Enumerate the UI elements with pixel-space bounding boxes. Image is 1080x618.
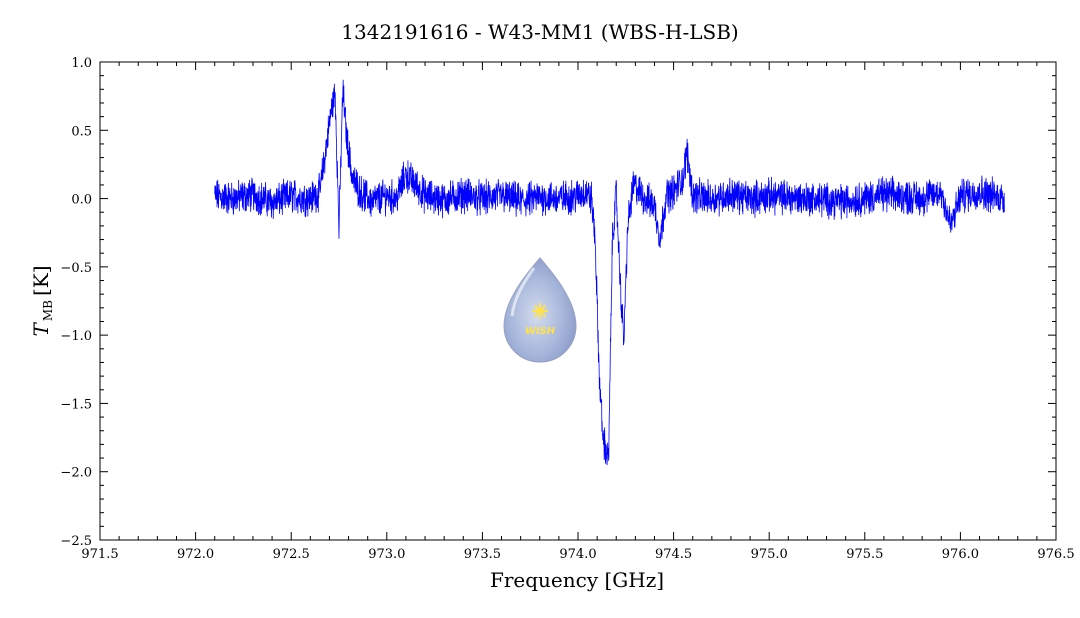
series-line xyxy=(214,79,1005,466)
y-tick-label: −0.5 xyxy=(60,261,92,276)
x-axis-label: Frequency [GHz] xyxy=(490,568,664,592)
x-tick-label: 972.5 xyxy=(273,547,310,562)
y-tick-label: −2.0 xyxy=(60,466,92,481)
y-axis-tick-labels: 1.0 0.5 0.0 −0.5 −1.0 −1.5 −2.0 −2.5 xyxy=(60,56,92,549)
x-tick-label: 971.5 xyxy=(81,547,118,562)
x-tick-label: 974.0 xyxy=(559,547,596,562)
y-tick-label: 0.0 xyxy=(71,193,92,208)
x-tick-label: 973.5 xyxy=(464,547,501,562)
series-lines xyxy=(214,79,1005,466)
y-tick-label: 1.0 xyxy=(71,56,92,71)
x-tick-label: 974.5 xyxy=(655,547,692,562)
x-tick-label: 975.5 xyxy=(846,547,883,562)
star-icon xyxy=(532,303,548,319)
y-axis-label: TMB[K] xyxy=(29,266,55,337)
x-tick-label: 975.0 xyxy=(751,547,788,562)
logo-text: WISH xyxy=(525,326,556,337)
x-tick-label: 976.5 xyxy=(1037,547,1074,562)
x-axis-ticks xyxy=(99,62,1057,540)
y-tick-label: 0.5 xyxy=(71,124,92,139)
x-tick-label: 973.0 xyxy=(368,547,405,562)
y-tick-label: −1.5 xyxy=(60,397,92,412)
x-tick-label: 972.0 xyxy=(177,547,214,562)
wish-logo: WISH xyxy=(503,257,577,363)
y-axis-ticks xyxy=(100,61,1056,541)
y-tick-label: −2.5 xyxy=(60,534,92,549)
x-axis-tick-labels: 971.5 972.0 972.5 973.0 973.5 974.0 974.5 975.0… xyxy=(81,547,1074,562)
chart-title: 1342191616 - W43-MM1 (WBS-H-LSB) xyxy=(341,20,738,44)
y-tick-label: −1.0 xyxy=(60,329,92,344)
x-tick-label: 976.0 xyxy=(942,547,979,562)
plot-frame xyxy=(99,61,1057,541)
